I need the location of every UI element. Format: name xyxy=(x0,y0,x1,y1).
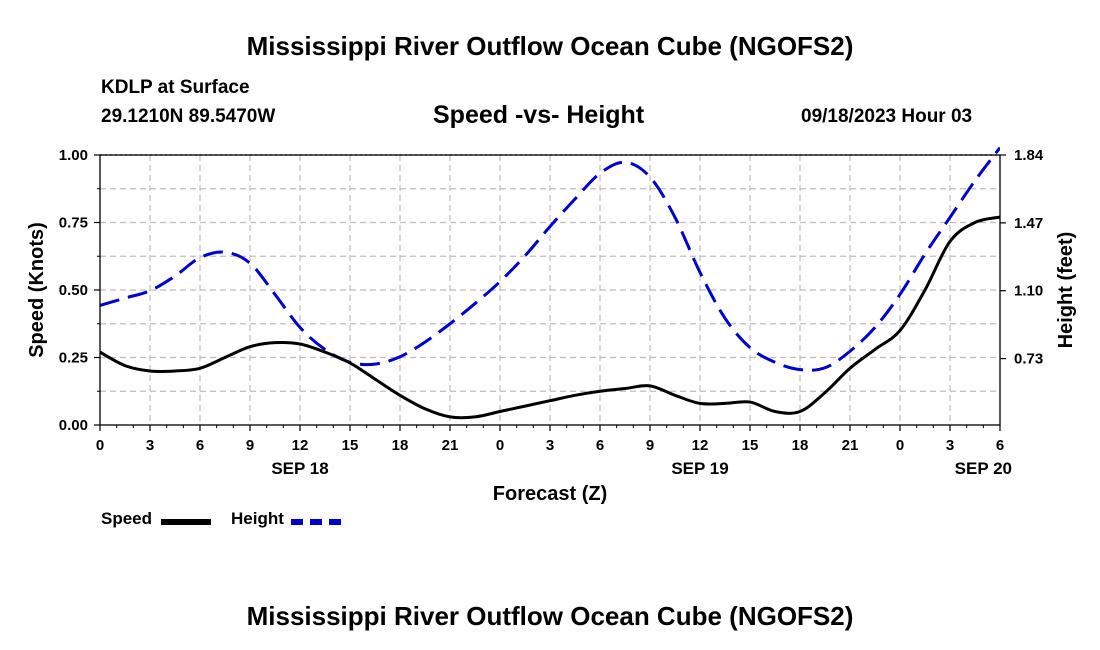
station-label: KDLP at Surface xyxy=(101,77,250,98)
x-tick-label: 15 xyxy=(742,437,759,454)
x-tick-label: 12 xyxy=(692,437,709,454)
series-line-height xyxy=(100,146,1000,372)
footer-title: Mississippi River Outflow Ocean Cube (NG… xyxy=(246,601,854,631)
x-tick-label: 9 xyxy=(646,437,654,454)
x-tick-label: 0 xyxy=(896,437,904,454)
x-tick-label: 21 xyxy=(842,437,859,454)
x-axis-title: Forecast (Z) xyxy=(493,483,607,505)
x-tick-label: 21 xyxy=(442,437,459,454)
x-tick-label: 6 xyxy=(996,437,1004,454)
coordinates-label: 29.1210N 89.5470W xyxy=(101,106,276,127)
x-tick-label: 0 xyxy=(496,437,504,454)
chart-axes: 0 3 6 9 12 15 18 21 0 3 6 9 12 15 18 21 0 3 6 0.00 0.25 0.50 0… xyxy=(59,147,1044,478)
legend-height-swatch xyxy=(291,519,341,525)
x-tick-label: 3 xyxy=(546,437,554,454)
x-tick-label: 15 xyxy=(342,437,359,454)
y-tick-label: 0.50 xyxy=(59,282,88,299)
y-tick-label: 0.75 xyxy=(59,215,88,232)
x-tick-label: 18 xyxy=(792,437,809,454)
y-tick-label: 0.25 xyxy=(59,350,88,367)
chart-main-title: Mississippi River Outflow Ocean Cube (NG… xyxy=(246,31,854,61)
y2-tick-label: 1.10 xyxy=(1014,283,1043,300)
legend-speed-swatch xyxy=(161,519,211,525)
y2-axis-title: Height (feet) xyxy=(1055,232,1077,349)
legend-speed-label: Speed xyxy=(101,509,153,528)
chart-grid xyxy=(100,154,1000,425)
y2-tick-label: 1.84 xyxy=(1014,147,1044,164)
x-tick-label: 12 xyxy=(292,437,309,454)
date-label: SEP 20 xyxy=(955,459,1012,478)
date-label: SEP 19 xyxy=(671,459,728,478)
x-tick-label: 3 xyxy=(946,437,954,454)
y-tick-label: 0.00 xyxy=(59,417,88,434)
x-tick-label: 3 xyxy=(146,437,154,454)
x-tick-label: 6 xyxy=(196,437,204,454)
y-axis-title: Speed (Knots) xyxy=(26,222,48,358)
x-tick-label: 0 xyxy=(96,437,104,454)
y-tick-label: 1.00 xyxy=(59,147,88,164)
x-tick-label: 18 xyxy=(392,437,409,454)
legend-height-label: Height xyxy=(231,509,284,528)
y2-tick-label: 0.73 xyxy=(1014,351,1043,368)
forecast-datetime: 09/18/2023 Hour 03 xyxy=(801,106,973,127)
y2-tick-label: 1.47 xyxy=(1014,215,1043,232)
date-label: SEP 18 xyxy=(271,459,328,478)
series-line-speed xyxy=(100,215,1000,420)
chart-subtitle: Speed -vs- Height xyxy=(433,101,645,129)
x-tick-label: 6 xyxy=(596,437,604,454)
chart-series-layer xyxy=(100,146,1000,420)
x-tick-label: 9 xyxy=(246,437,254,454)
